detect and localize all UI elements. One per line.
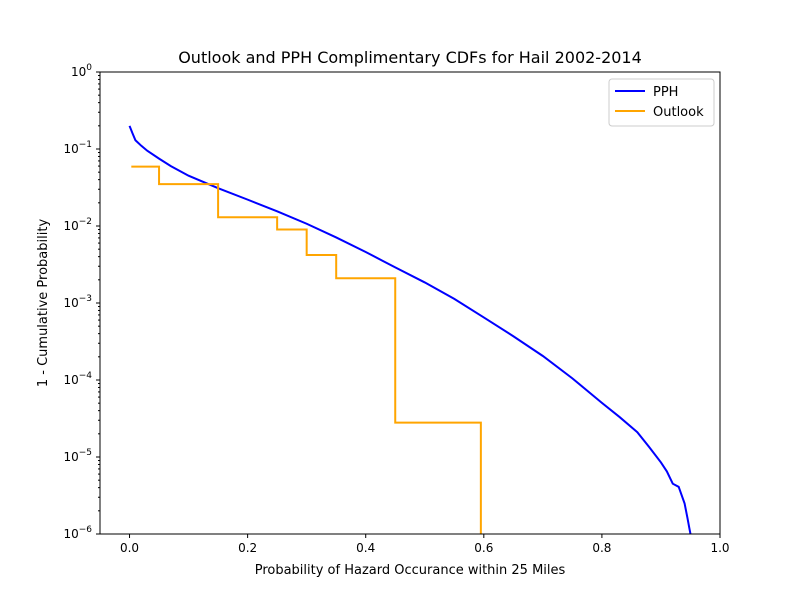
plot-series <box>128 125 692 535</box>
y-tick-label: 10−5 <box>63 448 92 464</box>
y-tick-label: 10−6 <box>63 525 92 541</box>
y-tick-exponent: −5 <box>79 448 92 458</box>
y-tick-label: 10−3 <box>63 294 92 310</box>
x-axis-label: Probability of Hazard Occurance within 2… <box>255 563 566 578</box>
plot-frame <box>99 71 721 535</box>
y-tick-base: 10 <box>63 142 78 156</box>
x-tick-label: 0.6 <box>474 541 493 555</box>
y-tick-exponent: −2 <box>79 217 92 227</box>
y-tick-exponent: −4 <box>79 371 93 381</box>
x-tick-label: 1.0 <box>710 541 729 555</box>
y-tick-exponent: −1 <box>79 140 92 150</box>
series-line-outlook <box>131 165 482 534</box>
legend: PPH Outlook <box>608 78 715 127</box>
y-tick-label: 100 <box>71 63 92 79</box>
y-tick-exponent: −3 <box>79 294 92 304</box>
y-axis-label: 1 - Cumulative Probability <box>36 219 51 388</box>
x-tick-label: 0.2 <box>238 541 257 555</box>
legend-label-outlook: Outlook <box>653 105 704 120</box>
y-tick-base: 10 <box>71 65 86 79</box>
x-axis: 0.0 0.2 0.4 0.6 0.8 1.0 <box>120 534 730 555</box>
y-tick-label: 10−1 <box>63 140 92 156</box>
y-tick-base: 10 <box>63 450 78 464</box>
legend-label-pph: PPH <box>653 85 678 100</box>
y-tick-exponent: 0 <box>86 63 92 73</box>
x-tick-label: 0.8 <box>592 541 611 555</box>
y-tick-exponent: −6 <box>79 525 93 535</box>
y-tick-base: 10 <box>63 219 78 233</box>
x-tick-label: 0.4 <box>356 541 375 555</box>
y-tick-label: 10−2 <box>63 217 92 233</box>
y-tick-base: 10 <box>63 296 78 310</box>
y-tick-base: 10 <box>63 527 78 541</box>
x-tick-label: 0.0 <box>120 541 139 555</box>
y-tick-base: 10 <box>63 373 78 387</box>
y-tick-label: 10−4 <box>63 371 92 387</box>
chart-title: Outlook and PPH Complimentary CDFs for H… <box>178 48 642 67</box>
series-line-pph <box>128 125 692 535</box>
